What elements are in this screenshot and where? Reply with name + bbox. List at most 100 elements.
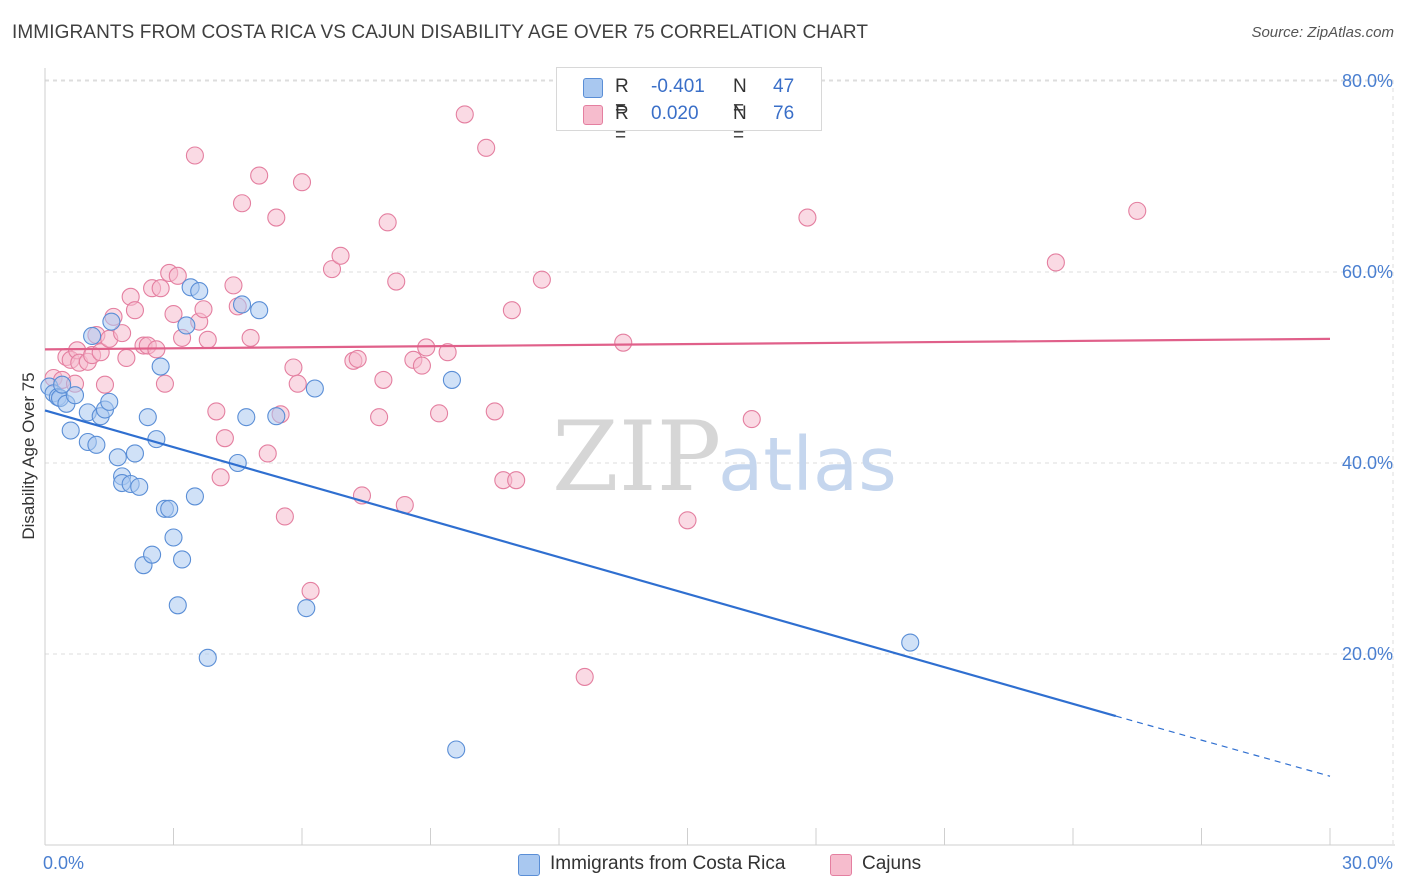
costa-rica-point: [237, 408, 256, 427]
cajuns-point: [438, 343, 457, 362]
cajuns-point: [798, 208, 817, 227]
costa-rica-trend-line: [44, 409, 1117, 718]
legend-swatch-pink: [583, 105, 603, 125]
cajuns-point: [502, 301, 521, 320]
costa-rica-point: [173, 550, 192, 569]
costa-rica-point: [185, 487, 204, 506]
cajuns-point: [1128, 201, 1147, 220]
cajuns-point: [211, 468, 230, 487]
source-label: Source: ZipAtlas.com: [1251, 24, 1394, 41]
costa-rica-point: [232, 295, 252, 314]
costa-rica-point: [61, 421, 80, 440]
legend-n-label: N =: [733, 76, 747, 119]
costa-rica-point: [100, 392, 119, 411]
cajuns-point: [194, 300, 213, 319]
legend-r-label: R =: [615, 103, 629, 146]
legend-r-value: -0.401: [651, 76, 705, 97]
cajuns-point: [185, 146, 204, 165]
costa-rica-point: [250, 301, 269, 320]
costa-rica-point: [168, 596, 187, 615]
cajuns-point: [164, 304, 183, 324]
costa-rica-point: [442, 370, 461, 389]
cajuns-point: [232, 194, 252, 213]
costa-rica-trend-extension: [1115, 715, 1331, 777]
cajuns-point: [322, 260, 342, 279]
cajuns-point: [477, 138, 496, 157]
cajuns-point: [292, 173, 312, 192]
cajuns-point: [125, 301, 144, 320]
cajuns-point: [284, 358, 303, 377]
cajuns-point: [387, 272, 406, 291]
cajuns-point: [95, 375, 115, 394]
costa-rica-point: [267, 407, 286, 426]
costa-rica-points: [40, 278, 920, 759]
costa-rica-point: [102, 312, 121, 331]
costa-rica-point: [87, 435, 106, 454]
cajuns-point: [348, 349, 367, 368]
cajuns-point: [412, 356, 431, 375]
cajuns-point: [155, 374, 174, 393]
cajuns-point: [507, 471, 526, 490]
bottom-legend-swatch-blue: [518, 854, 540, 876]
costa-rica-point: [160, 499, 179, 518]
x-tick-label: 0.0%: [43, 853, 84, 873]
cajuns-point: [267, 208, 286, 227]
costa-rica-point: [190, 282, 209, 301]
y-tick-label: 40.0%: [1342, 453, 1393, 473]
costa-rica-point: [447, 740, 466, 759]
watermark-atlas: atlas: [718, 422, 897, 508]
costa-rica-point: [138, 408, 157, 427]
cajuns-point: [378, 213, 397, 232]
chart-title: IMMIGRANTS FROM COSTA RICA VS CAJUN DISA…: [12, 22, 869, 43]
axes: [44, 68, 1395, 846]
legend-n-value: 47: [773, 76, 795, 97]
cajuns-point: [1046, 253, 1065, 272]
cajuns-point: [275, 507, 294, 526]
cajuns-point: [241, 328, 260, 347]
costa-rica-point: [198, 648, 217, 667]
cajuns-point: [301, 581, 320, 601]
y-tick-label: 20.0%: [1342, 644, 1393, 664]
y-tick-label: 60.0%: [1342, 262, 1393, 282]
legend-n-value: 76: [773, 103, 795, 124]
costa-rica-point: [164, 528, 183, 547]
tick-labels: 20.0% 40.0% 60.0% 80.0% 0.0% 30.0%: [43, 71, 1393, 873]
bottom-legend-swatch-pink: [830, 854, 852, 876]
cajuns-point: [370, 408, 389, 427]
cajuns-point: [417, 338, 436, 357]
costa-rica-point: [108, 448, 127, 467]
bottom-legend-label: Cajuns: [862, 853, 922, 874]
costa-rica-point: [83, 326, 102, 346]
watermark: ZIP atlas: [552, 401, 897, 513]
cajuns-point: [575, 667, 594, 686]
cajuns-point: [258, 444, 277, 463]
cajuns-point: [430, 404, 449, 423]
cajuns-point: [678, 511, 697, 530]
cajuns-trend-line: [44, 337, 1331, 351]
cajuns-point: [614, 333, 633, 352]
cajuns-point: [198, 330, 217, 349]
costa-rica-point: [65, 386, 85, 405]
legend-r-value: 0.020: [651, 103, 699, 124]
y-axis-label: Disability Age Over 75: [19, 372, 38, 539]
cajuns-points: [44, 105, 1147, 686]
costa-rica-point: [305, 379, 324, 398]
legend-n-label: N =: [733, 103, 747, 146]
cajuns-point: [455, 105, 474, 124]
cajuns-point: [151, 279, 170, 298]
costa-rica-point: [177, 316, 196, 335]
costa-rica-point: [143, 545, 162, 564]
costa-rica-point: [297, 599, 316, 618]
cajuns-point: [113, 324, 132, 343]
cajuns-point: [742, 410, 761, 429]
costa-rica-point: [53, 375, 72, 394]
legend-swatch-blue: [583, 78, 603, 98]
cajuns-point: [485, 402, 504, 421]
x-tick-label: 30.0%: [1342, 853, 1393, 873]
cajuns-point: [374, 370, 393, 389]
cajuns-point: [331, 246, 350, 265]
cajuns-point: [207, 402, 226, 421]
y-tick-label: 80.0%: [1342, 71, 1393, 91]
watermark-zip: ZIP: [552, 401, 721, 513]
